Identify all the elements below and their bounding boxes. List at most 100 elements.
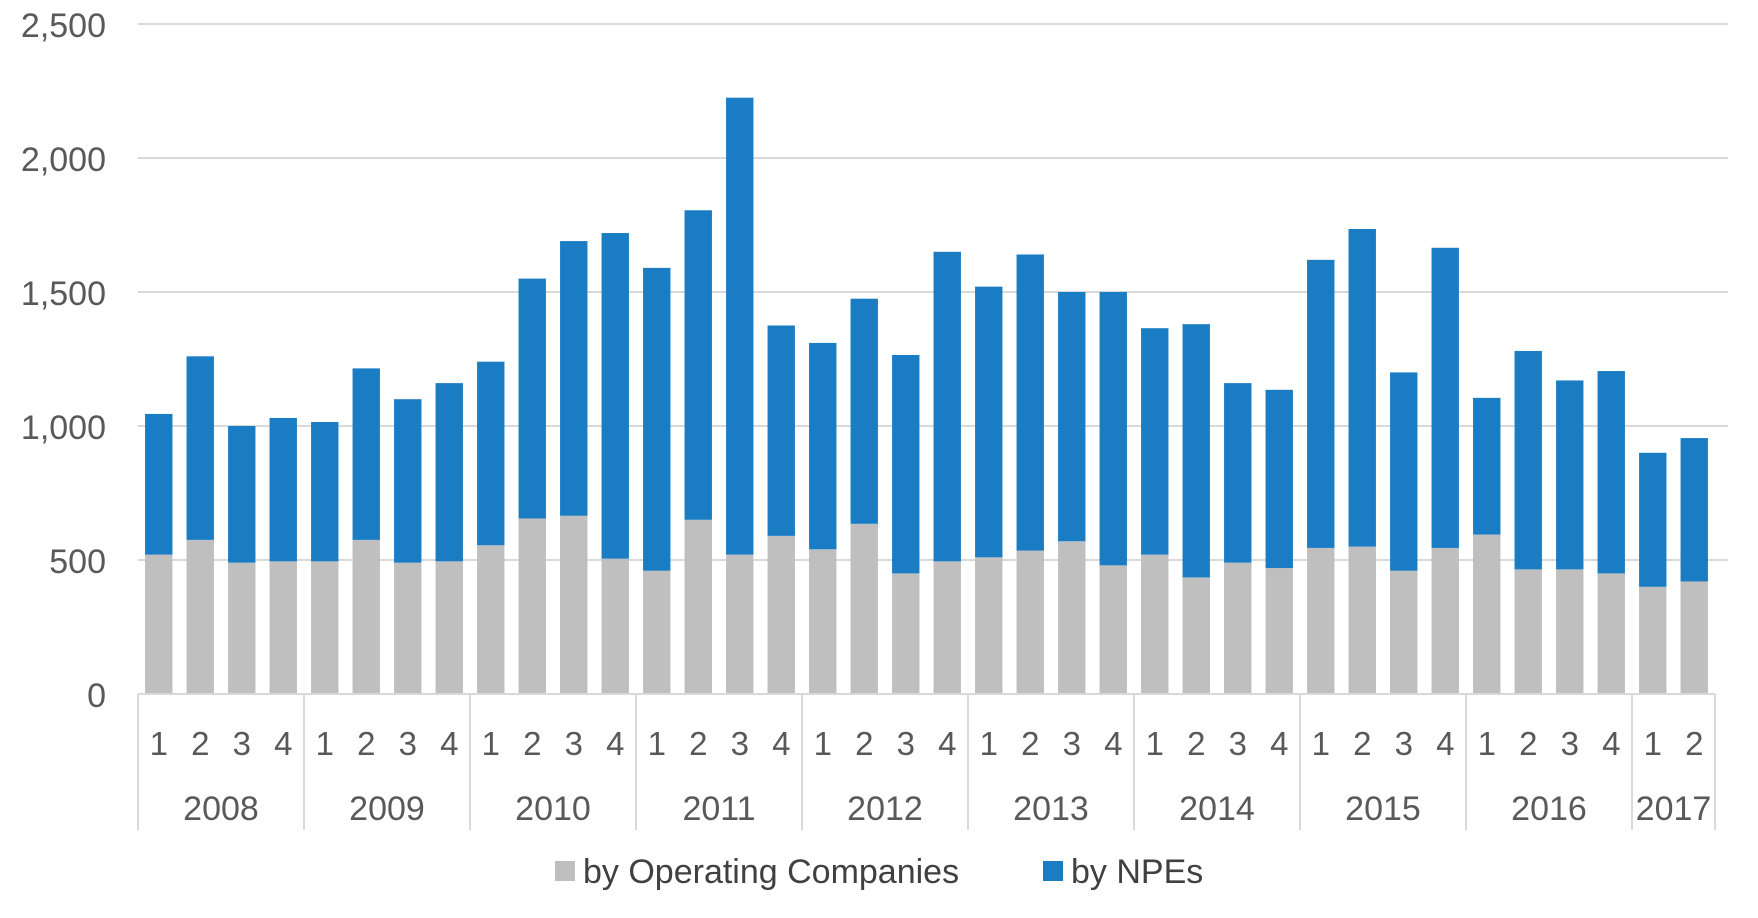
stacked-bar-chart: 05001,0001,5002,0002,500 123412341234123… (0, 0, 1758, 918)
bar-operating-companies (270, 561, 297, 694)
bar-operating-companies (1017, 551, 1044, 694)
bar-operating-companies (685, 520, 712, 694)
quarter-label: 3 (897, 725, 915, 762)
bar-npes (1100, 292, 1127, 565)
bar-npes (270, 418, 297, 561)
legend-label: by Operating Companies (583, 853, 959, 891)
bar-npes (1183, 324, 1210, 577)
bar-npes (809, 343, 836, 549)
bar-operating-companies (1681, 581, 1708, 694)
bar-npes (685, 210, 712, 520)
bar-npes (643, 268, 670, 571)
legend-swatch (555, 861, 575, 881)
bar-operating-companies (851, 524, 878, 694)
y-tick-label: 2,000 (21, 141, 106, 179)
bar-npes (1349, 229, 1376, 547)
year-label: 2010 (515, 790, 591, 828)
quarter-label: 4 (440, 725, 458, 762)
bar-npes (1307, 260, 1334, 548)
bar-operating-companies (809, 549, 836, 694)
year-label: 2012 (847, 790, 923, 828)
x-axis: 1234123412341234123412341234123412341220… (138, 694, 1715, 830)
bar-npes (1266, 390, 1293, 568)
year-label: 2016 (1511, 790, 1587, 828)
quarter-label: 1 (814, 725, 832, 762)
quarter-label: 2 (1353, 725, 1371, 762)
bar-operating-companies (768, 536, 795, 694)
bar-operating-companies (1473, 535, 1500, 694)
quarter-label: 1 (1146, 725, 1164, 762)
year-label: 2008 (183, 790, 259, 828)
quarter-label: 1 (316, 725, 334, 762)
quarter-label: 4 (1436, 725, 1454, 762)
quarter-label: 2 (689, 725, 707, 762)
quarter-label: 3 (1229, 725, 1247, 762)
quarter-label: 4 (938, 725, 956, 762)
bar-operating-companies (145, 555, 172, 694)
bar-npes (477, 362, 504, 546)
y-axis-tick-labels: 05001,0001,5002,0002,500 (21, 7, 106, 715)
bar-npes (1432, 248, 1459, 548)
quarter-label: 3 (399, 725, 417, 762)
bar-npes (1515, 351, 1542, 569)
bar-operating-companies (1266, 568, 1293, 694)
year-label: 2014 (1179, 790, 1255, 828)
bar-npes (1473, 398, 1500, 535)
bar-operating-companies (1639, 587, 1666, 694)
bar-npes (851, 299, 878, 524)
bar-operating-companies (436, 561, 463, 694)
bar-operating-companies (1390, 571, 1417, 694)
quarter-label: 3 (731, 725, 749, 762)
legend-label: by NPEs (1071, 853, 1203, 891)
year-label: 2015 (1345, 790, 1421, 828)
y-tick-label: 500 (49, 543, 106, 581)
bar-operating-companies (1058, 541, 1085, 694)
bar-operating-companies (934, 561, 961, 694)
bar-operating-companies (228, 563, 255, 694)
quarter-label: 2 (855, 725, 873, 762)
quarter-label: 3 (565, 725, 583, 762)
quarter-label: 1 (648, 725, 666, 762)
quarter-label: 1 (980, 725, 998, 762)
bar-npes (1556, 380, 1583, 569)
quarter-label: 2 (191, 725, 209, 762)
quarter-label: 1 (150, 725, 168, 762)
bar-npes (1017, 254, 1044, 550)
quarter-label: 1 (1312, 725, 1330, 762)
quarter-label: 2 (523, 725, 541, 762)
bar-npes (560, 241, 587, 516)
bar-operating-companies (643, 571, 670, 694)
bar-npes (1058, 292, 1085, 541)
quarter-label: 1 (1644, 725, 1662, 762)
bar-operating-companies (602, 559, 629, 694)
bar-npes (934, 252, 961, 562)
bar-npes (1141, 328, 1168, 554)
bar-npes (228, 426, 255, 563)
bar-npes (436, 383, 463, 561)
year-label: 2011 (682, 790, 755, 828)
bar-operating-companies (1432, 548, 1459, 694)
bar-operating-companies (1141, 555, 1168, 694)
bar-operating-companies (477, 545, 504, 694)
quarter-label: 4 (1270, 725, 1288, 762)
year-label: 2017 (1636, 790, 1712, 828)
quarter-label: 3 (1395, 725, 1413, 762)
bar-operating-companies (1183, 577, 1210, 694)
bar-npes (311, 422, 338, 561)
year-label: 2009 (349, 790, 425, 828)
bar-operating-companies (1598, 573, 1625, 694)
bar-npes (187, 356, 214, 540)
legend: by Operating Companies by NPEs (555, 853, 1203, 891)
quarter-label: 4 (606, 725, 624, 762)
bar-npes (145, 414, 172, 555)
bar-operating-companies (1224, 563, 1251, 694)
quarter-label: 3 (1063, 725, 1081, 762)
bar-operating-companies (560, 516, 587, 694)
bar-operating-companies (1307, 548, 1334, 694)
quarter-label: 1 (482, 725, 500, 762)
bar-operating-companies (1556, 569, 1583, 694)
quarter-label: 3 (1561, 725, 1579, 762)
quarter-label: 4 (772, 725, 790, 762)
bar-operating-companies (519, 518, 546, 694)
bar-operating-companies (726, 555, 753, 694)
